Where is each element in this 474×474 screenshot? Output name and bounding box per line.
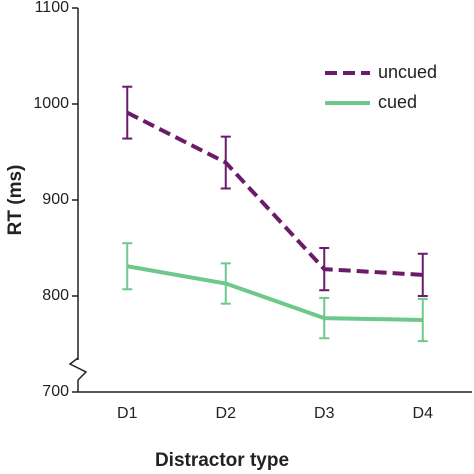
x-tick-label: D2 xyxy=(216,405,237,422)
axis-break-gap xyxy=(72,360,84,380)
x-axis-title: Distractor type xyxy=(155,450,289,471)
axis-break xyxy=(68,357,88,381)
series-line xyxy=(126,264,423,322)
error-bar xyxy=(122,85,133,140)
x-tick-label: D3 xyxy=(314,405,335,422)
legend-label: cued xyxy=(378,92,417,112)
error-bar xyxy=(417,252,428,297)
series-line xyxy=(126,110,423,277)
y-tick-label: 700 xyxy=(42,383,69,400)
y-tick-label: 1100 xyxy=(35,0,70,16)
y-tick-label: 800 xyxy=(42,287,69,304)
legend-label: uncued xyxy=(378,62,437,82)
y-tick-label: 1000 xyxy=(33,95,69,112)
x-tick-label: D1 xyxy=(117,405,138,422)
x-tick-label: D4 xyxy=(413,405,434,422)
y-axis-title: RT (ms) xyxy=(5,165,26,236)
y-tick-label: 900 xyxy=(42,191,69,208)
